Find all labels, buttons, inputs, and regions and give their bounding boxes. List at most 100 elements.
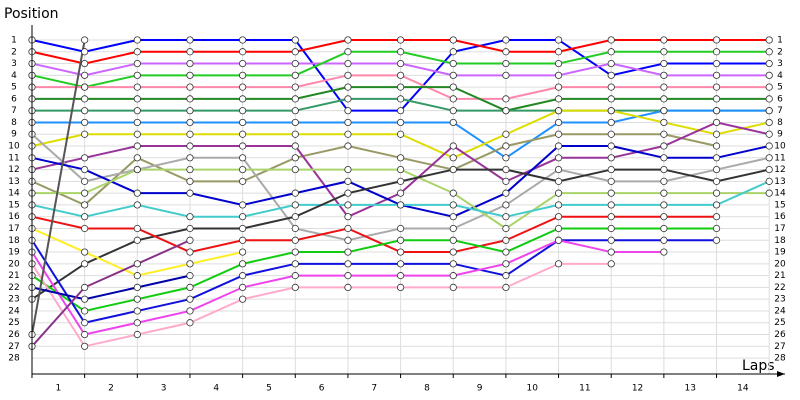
marker [712, 201, 721, 209]
marker [449, 95, 457, 103]
marker [133, 330, 141, 339]
marker [397, 59, 405, 68]
marker [186, 272, 194, 280]
marker [765, 154, 773, 162]
marker [81, 36, 89, 44]
y-tick-label: 11 [8, 153, 19, 163]
marker [133, 36, 141, 44]
marker [133, 118, 141, 127]
marker [554, 177, 563, 185]
marker [397, 189, 405, 197]
marker [133, 189, 141, 197]
y-tick-label-right: 13 [774, 177, 785, 187]
marker [239, 213, 247, 221]
marker [397, 95, 405, 103]
marker [344, 201, 352, 209]
y-tick-label: 28 [8, 354, 20, 364]
marker [81, 48, 89, 56]
marker [660, 248, 668, 256]
marker [449, 59, 457, 68]
marker [133, 224, 141, 233]
marker [397, 71, 405, 79]
y-tick-label-right: 12 [774, 165, 785, 175]
marker [397, 107, 405, 115]
y-tick-label: 22 [8, 283, 19, 293]
marker [765, 83, 773, 91]
marker [607, 189, 615, 197]
marker [344, 248, 352, 256]
marker [397, 165, 405, 174]
y-tick-label-right: 20 [774, 259, 786, 269]
y-tick-label: 12 [8, 165, 19, 175]
marker [502, 283, 510, 291]
marker [660, 201, 668, 209]
y-tick-label-right: 8 [777, 118, 783, 128]
marker [607, 154, 615, 162]
marker [133, 283, 141, 291]
marker [502, 177, 510, 185]
marker [660, 189, 668, 197]
marker [660, 130, 668, 138]
marker [133, 201, 141, 209]
marker [344, 83, 352, 91]
marker [239, 177, 247, 185]
marker [712, 59, 721, 68]
marker [660, 83, 668, 91]
marker [765, 130, 773, 138]
y-tick-label-right: 22 [774, 283, 785, 293]
y-tick-label-right: 5 [777, 83, 783, 93]
series-line [31, 274, 191, 301]
y-tick-label: 9 [11, 130, 17, 140]
marker [502, 59, 510, 68]
marker [397, 236, 405, 244]
y-tick-label: 25 [8, 318, 19, 328]
marker [133, 59, 141, 68]
marker [186, 95, 194, 103]
marker [554, 36, 563, 44]
marker [344, 118, 352, 127]
y-tick-label-right: 27 [774, 342, 785, 352]
marker [712, 118, 721, 127]
x-tick-label: 3 [161, 384, 167, 394]
marker [133, 236, 141, 244]
y-tick-label-right: 19 [774, 248, 786, 258]
y-tick-label-right: 10 [774, 142, 786, 152]
marker [291, 236, 299, 244]
marker [239, 283, 247, 291]
marker [607, 236, 615, 244]
marker [186, 48, 194, 56]
marker [554, 236, 563, 244]
marker [502, 189, 510, 197]
marker [291, 142, 299, 150]
marker [239, 71, 247, 79]
marker [186, 118, 194, 127]
marker [712, 165, 721, 174]
y-tick-label-right: 21 [774, 271, 785, 281]
marker [133, 260, 141, 268]
marker [397, 248, 405, 256]
marker [291, 83, 299, 91]
y-tick-label: 1 [11, 35, 17, 45]
y-tick-label: 2 [11, 47, 17, 57]
marker [133, 272, 141, 280]
y-tick-label-right: 24 [774, 306, 786, 316]
marker [502, 165, 510, 174]
marker [660, 154, 668, 162]
marker [133, 95, 141, 103]
marker [765, 71, 773, 79]
marker [81, 95, 89, 103]
y-tick-label-right: 23 [774, 295, 785, 305]
marker [81, 295, 89, 303]
marker [554, 142, 563, 150]
marker [133, 48, 141, 56]
series-line [31, 39, 86, 335]
y-tick-label-right: 25 [774, 318, 785, 328]
marker [449, 272, 457, 280]
marker [133, 307, 141, 315]
marker [133, 83, 141, 91]
marker [449, 283, 457, 291]
marker [186, 260, 194, 268]
marker [186, 248, 194, 256]
marker [81, 130, 89, 138]
